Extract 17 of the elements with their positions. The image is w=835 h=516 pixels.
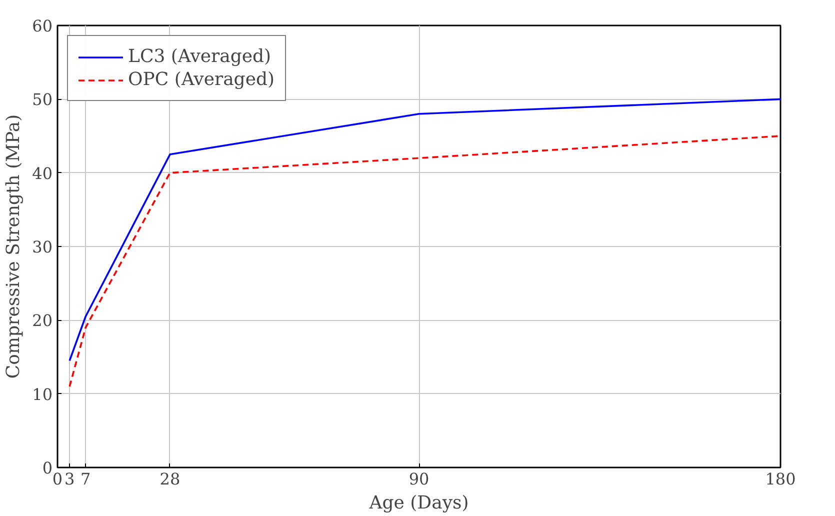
x-tick-label: 7	[80, 470, 91, 488]
y-tick-label: 50	[32, 90, 52, 110]
y-tick-label: 40	[32, 164, 52, 183]
legend-label: LC3 (Averaged)	[128, 46, 272, 67]
line-series	[68, 98, 780, 362]
x-tick-label: 180	[765, 470, 796, 488]
y-tick-label: 60	[32, 16, 52, 36]
y-tick-label: 20	[32, 311, 52, 330]
x-tick-label: 3	[64, 470, 75, 488]
x-tick-label: 90	[408, 470, 430, 488]
legend-label: OPC (Averaged)	[128, 69, 275, 90]
x-axis-title: Age (Days)	[368, 492, 469, 514]
x-tick-label: 28	[160, 470, 180, 488]
line-series	[68, 135, 780, 388]
y-axis-title: Compressive Strength (MPa)	[3, 114, 24, 379]
y-tick-label: 30	[32, 238, 52, 256]
y-tick-label: 10	[32, 384, 52, 404]
